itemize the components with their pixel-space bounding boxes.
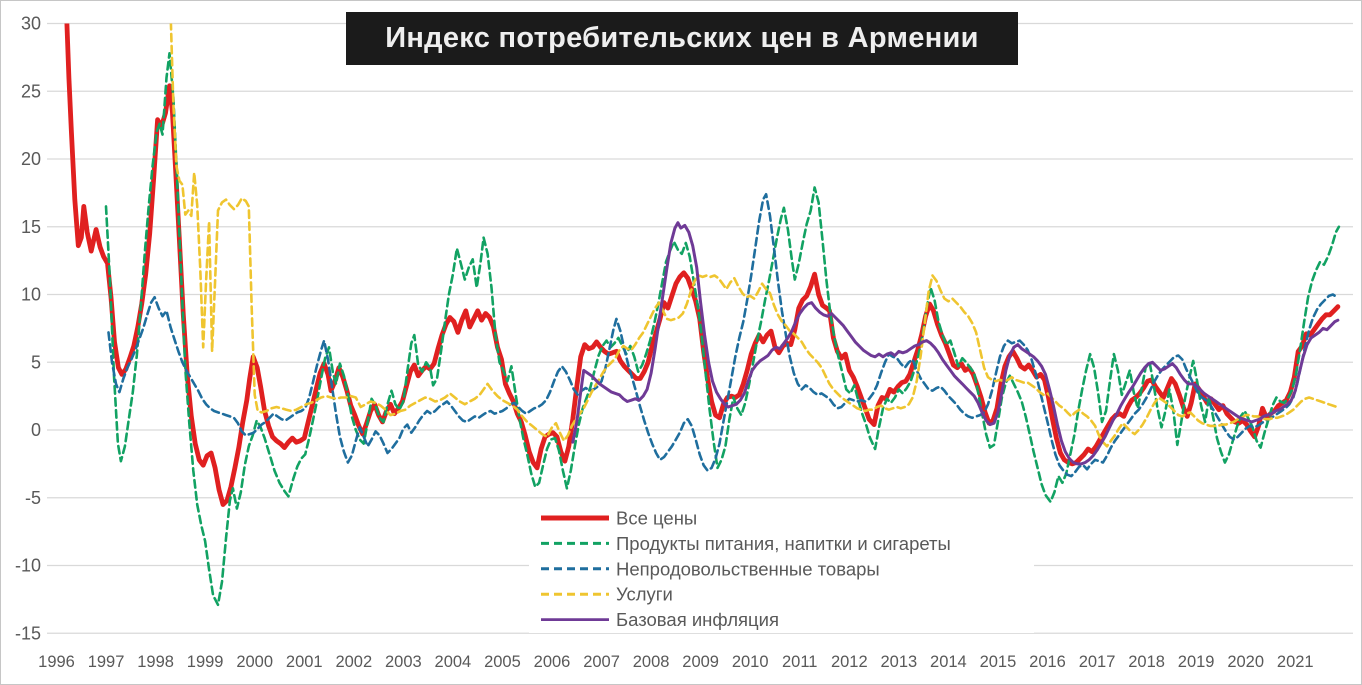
x-axis-tick-label: 2008 (633, 653, 670, 671)
x-axis-tick-label: 2005 (484, 653, 521, 671)
x-axis-tick-label: 2009 (682, 653, 719, 671)
x-axis-tick-label: 2011 (782, 653, 817, 671)
legend-item: Услуги (541, 584, 673, 605)
legend-item: Продукты питания, напитки и сигареты (541, 533, 951, 554)
x-axis-tick-label: 2012 (831, 653, 868, 671)
legend-item: Непродовольственные товары (541, 558, 880, 579)
chart-title: Индекс потребительских цен в Армении (346, 12, 1018, 65)
x-axis-tick-label: 1999 (187, 653, 224, 671)
y-axis-tick-label: 30 (21, 14, 41, 34)
x-axis-tick-label: 2006 (534, 653, 571, 671)
legend-label: Услуги (616, 584, 673, 605)
x-axis-tick-label: 2018 (1128, 653, 1165, 671)
y-axis-tick-label: 25 (21, 81, 41, 101)
y-axis-tick-label: 10 (21, 285, 41, 305)
x-axis-tick-label: 1998 (137, 653, 174, 671)
x-axis-tick-label: 2014 (930, 653, 967, 671)
x-axis-tick-label: 2015 (980, 653, 1017, 671)
legend-label: Все цены (616, 508, 697, 529)
x-axis-tick-label: 1997 (88, 653, 125, 671)
legend-item: Базовая инфляция (541, 609, 779, 630)
x-axis-tick-label: 2016 (1029, 653, 1066, 671)
y-axis-tick-label: 15 (21, 217, 41, 237)
series-line-0 (64, 23, 1341, 507)
legend-label: Продукты питания, напитки и сигареты (616, 533, 951, 554)
y-axis-tick-label: 0 (31, 420, 41, 440)
series-lines (64, 23, 1341, 607)
x-axis-tick-label: 2003 (385, 653, 422, 671)
legend-label: Непродовольственные товары (616, 558, 880, 579)
x-axis-tick-label: 2000 (236, 653, 273, 671)
x-axis-tick-label: 2019 (1178, 653, 1215, 671)
series-line-4 (571, 221, 1340, 466)
series-line-1 (104, 51, 1341, 607)
x-axis-tick-label: 2004 (435, 653, 472, 671)
x-axis-tick-label: 2001 (286, 653, 323, 671)
x-axis-tick-label: 2017 (1079, 653, 1116, 671)
x-axis-tick-label: 2020 (1227, 653, 1264, 671)
x-axis-tick-label: 2007 (583, 653, 620, 671)
x-axis-tick-label: 2013 (880, 653, 917, 671)
series-line-2 (107, 192, 1339, 478)
y-axis-tick-label: -10 (15, 556, 41, 576)
legend: Все цены Продукты питания, напитки и сига… (529, 503, 1034, 633)
x-axis-tick-label: 2002 (335, 653, 372, 671)
legend-item: Все цены (541, 508, 697, 529)
y-axis-tick-label: 20 (21, 149, 41, 169)
series-line-3 (169, 23, 1339, 448)
x-axis-tick-label: 1996 (38, 653, 75, 671)
y-axis-tick-label: -15 (15, 623, 41, 643)
x-axis-tick-label: 2010 (732, 653, 769, 671)
x-axis-tick-label: 2021 (1277, 653, 1314, 671)
legend-label: Базовая инфляция (616, 609, 779, 630)
y-axis-tick-label: -5 (25, 488, 41, 508)
y-axis-tick-label: 5 (31, 352, 41, 372)
